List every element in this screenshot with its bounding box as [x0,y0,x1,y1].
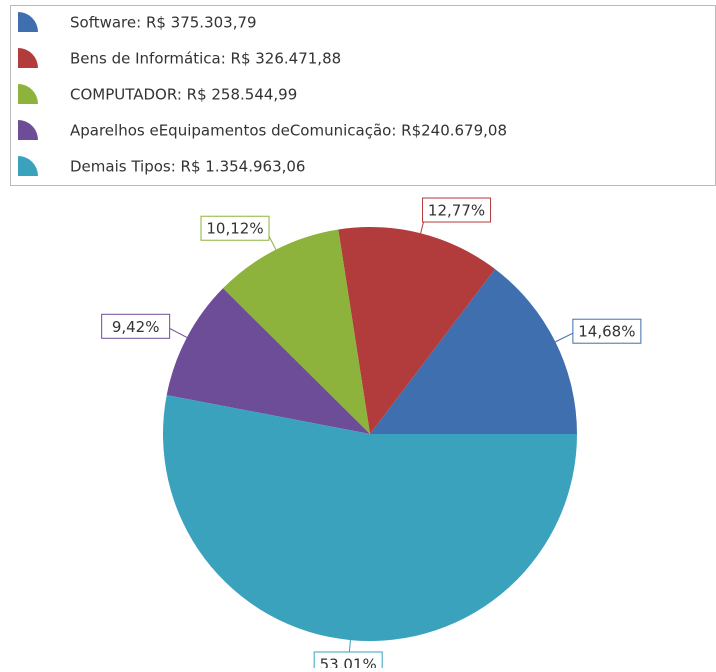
legend-label: COMPUTADOR: R$ 258.544,99 [70,86,297,104]
data-label: 12,77% [428,202,485,220]
pie-slice [162,395,577,641]
label-box [101,313,171,339]
data-label: 53,01% [320,655,377,668]
data-label: 14,68% [578,323,635,341]
legend-box [10,5,716,186]
legend-swatch [18,156,38,176]
pie-slice [166,288,370,434]
label-box [572,318,642,344]
pie-slice [370,269,577,434]
legend-label: Software: R$ 375.303,79 [70,14,257,32]
legend-swatch [18,120,38,140]
legend-label: Bens de Informática: R$ 326.471,88 [70,50,341,68]
legend-label: Demais Tipos: R$ 1.354.963,06 [70,158,305,176]
legend-swatch [18,84,38,104]
label-box [422,197,492,223]
legend-swatch [18,48,38,68]
data-label: 10,12% [206,220,263,238]
label-box [313,651,383,672]
pie-slice [222,229,370,434]
data-label: 9,42% [112,318,160,336]
pie-slice [338,227,496,434]
legend-swatch [18,12,38,32]
legend-label: Aparelhos eEquipamentos deComunicação: R… [70,122,507,140]
label-box [200,215,270,241]
